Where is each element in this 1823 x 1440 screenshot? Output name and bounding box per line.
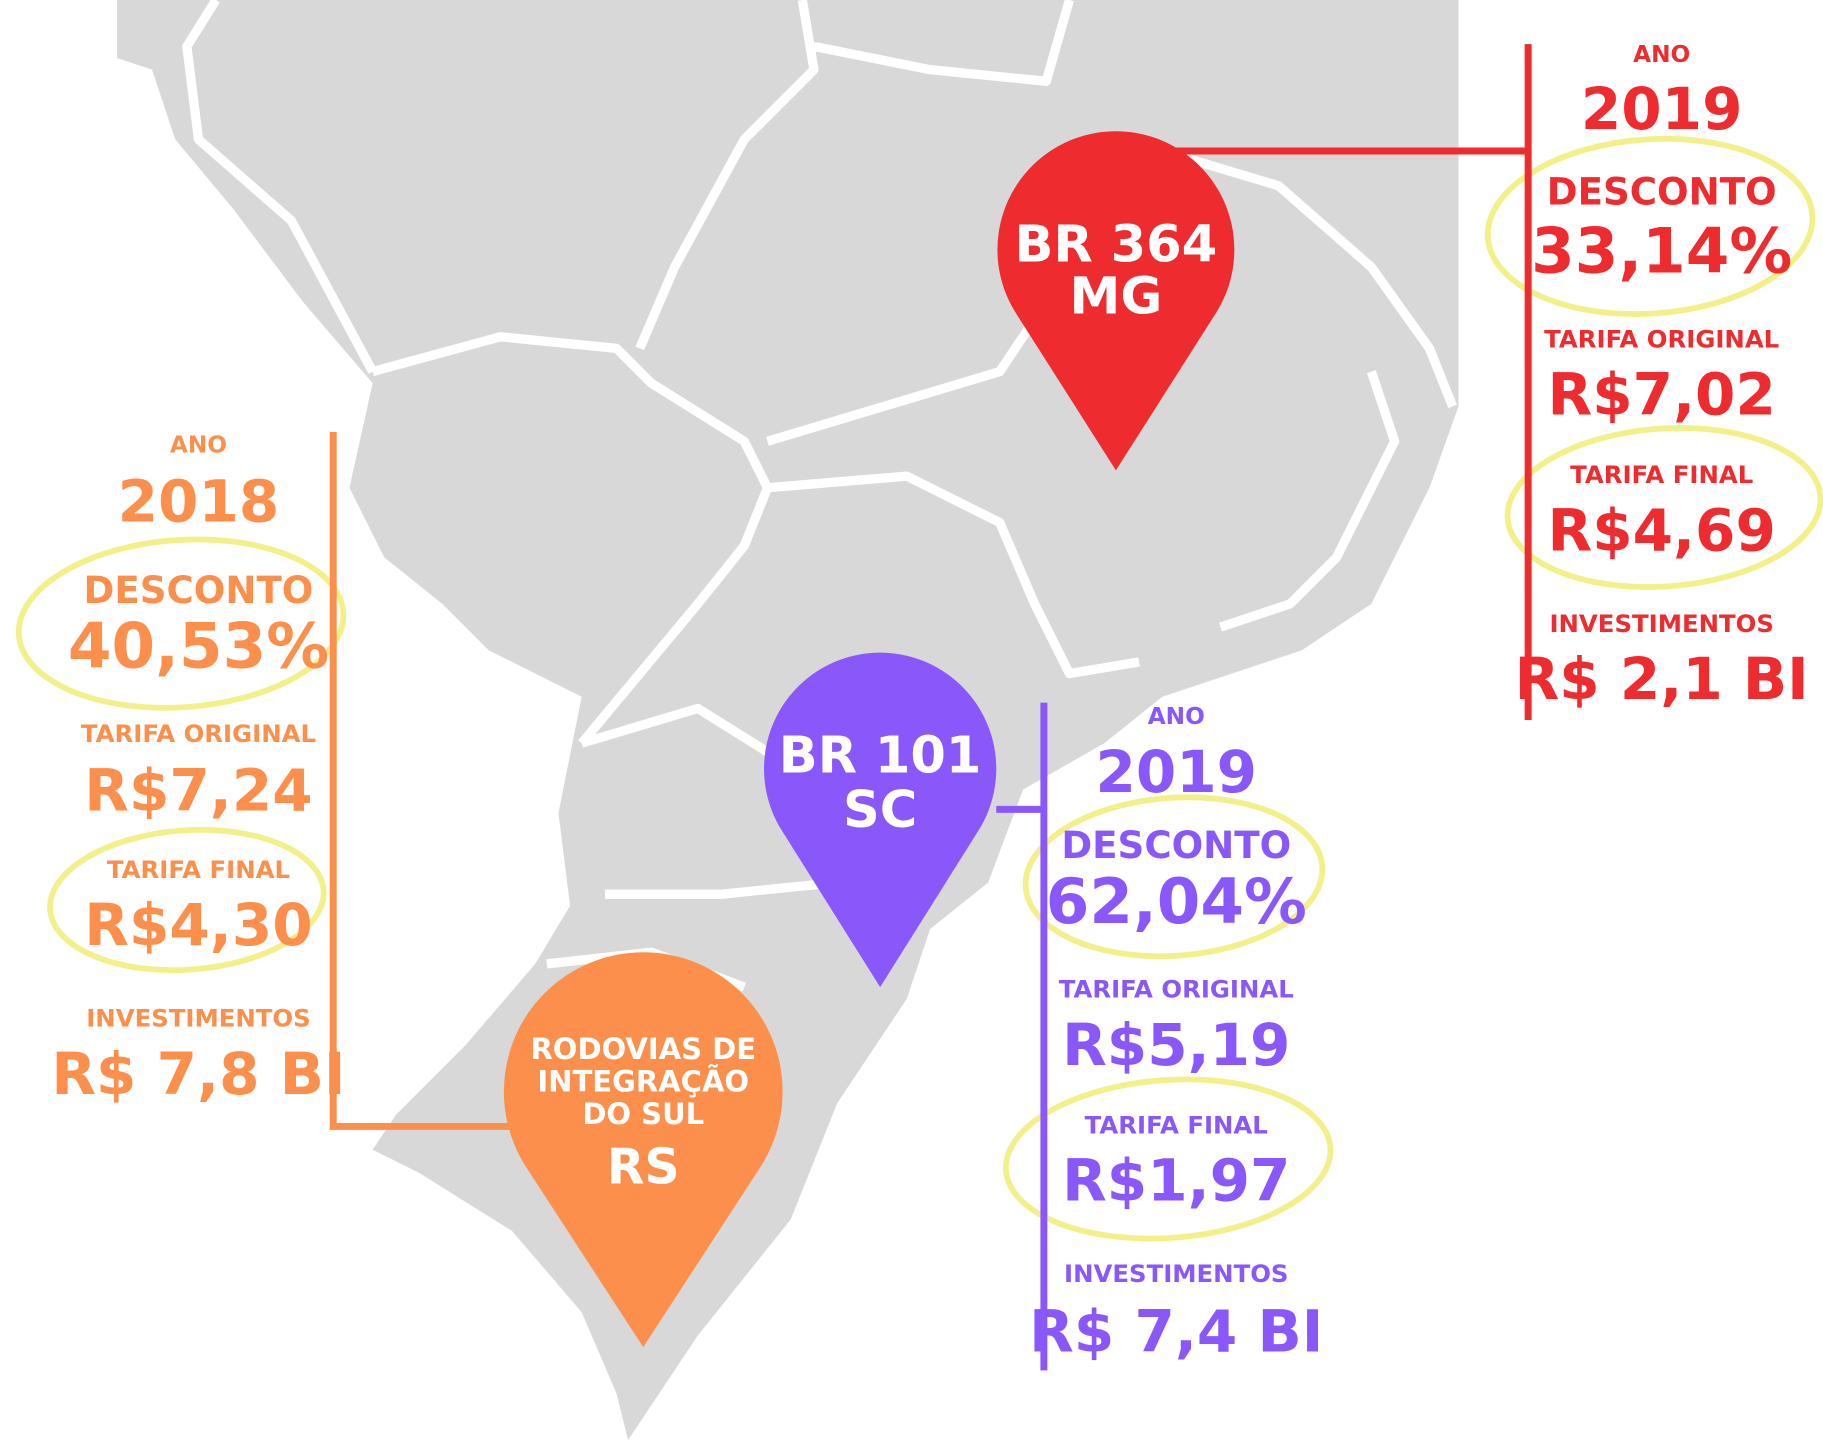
tarifa-final: R$4,69 (1548, 496, 1776, 564)
desconto: 62,04% (1046, 865, 1307, 938)
tarifa-final: R$1,97 (1062, 1147, 1290, 1215)
tarifa-original: R$7,02 (1548, 360, 1776, 428)
pin-label: RODOVIAS DE (530, 1032, 756, 1066)
pin-label: SC (843, 781, 917, 840)
tarifa-original-label: TARIFA ORIGINAL (1059, 975, 1294, 1004)
highlight-circle (1002, 1076, 1334, 1242)
tarifa-final-label: TARIFA FINAL (1085, 1110, 1268, 1139)
pin-label: RS (607, 1139, 680, 1196)
pin-label: MG (1070, 268, 1163, 327)
map-pin (764, 652, 997, 988)
desconto-label: DESCONTO (1061, 824, 1291, 867)
map-pin (997, 131, 1235, 471)
investimentos: R$ 7,8 BI (51, 1040, 345, 1108)
ano: 2019 (1095, 738, 1257, 806)
state-borders (182, 0, 1457, 992)
ano: 2018 (118, 467, 280, 535)
tarifa-original: R$7,24 (84, 756, 312, 824)
highlight-circle (1022, 794, 1326, 960)
tarifa-original-label: TARIFA ORIGINAL (1544, 324, 1779, 353)
tarifa-original-label: TARIFA ORIGINAL (81, 719, 316, 748)
desconto: 40,53% (68, 609, 329, 682)
connector-line (329, 432, 513, 1130)
investimentos-label: INVESTIMENTOS (1064, 1259, 1288, 1288)
highlight-circle (1484, 135, 1816, 317)
highlight-circle (1504, 425, 1823, 590)
tarifa-final: R$4,30 (84, 891, 312, 959)
tarifa-final-label: TARIFA FINAL (107, 855, 290, 884)
ano: 2019 (1581, 75, 1743, 143)
map-pin (503, 952, 783, 1348)
ano-label: ANO (1148, 703, 1205, 730)
tarifa-original: R$5,19 (1062, 1011, 1290, 1079)
ano-label: ANO (1633, 41, 1690, 68)
desconto-label: DESCONTO (1547, 170, 1777, 213)
pin-label: BR 364 (1015, 215, 1218, 274)
ano-label: ANO (170, 431, 227, 458)
highlight-circle (47, 826, 327, 974)
investimentos: R$ 7,4 BI (1029, 1298, 1323, 1366)
pin-label: DO SUL (582, 1097, 704, 1131)
investimentos-label: INVESTIMENTOS (1549, 609, 1773, 638)
desconto: 33,14% (1531, 215, 1792, 288)
pin-label: INTEGRAÇÃO (537, 1064, 749, 1098)
tarifa-final-label: TARIFA FINAL (1570, 460, 1753, 489)
highlight-circle (15, 536, 347, 711)
investimentos: R$ 2,1 BI (1515, 645, 1809, 713)
pin-label: BR 101 (779, 726, 982, 785)
investimentos-label: INVESTIMENTOS (86, 1004, 310, 1033)
desconto-label: DESCONTO (84, 569, 314, 612)
